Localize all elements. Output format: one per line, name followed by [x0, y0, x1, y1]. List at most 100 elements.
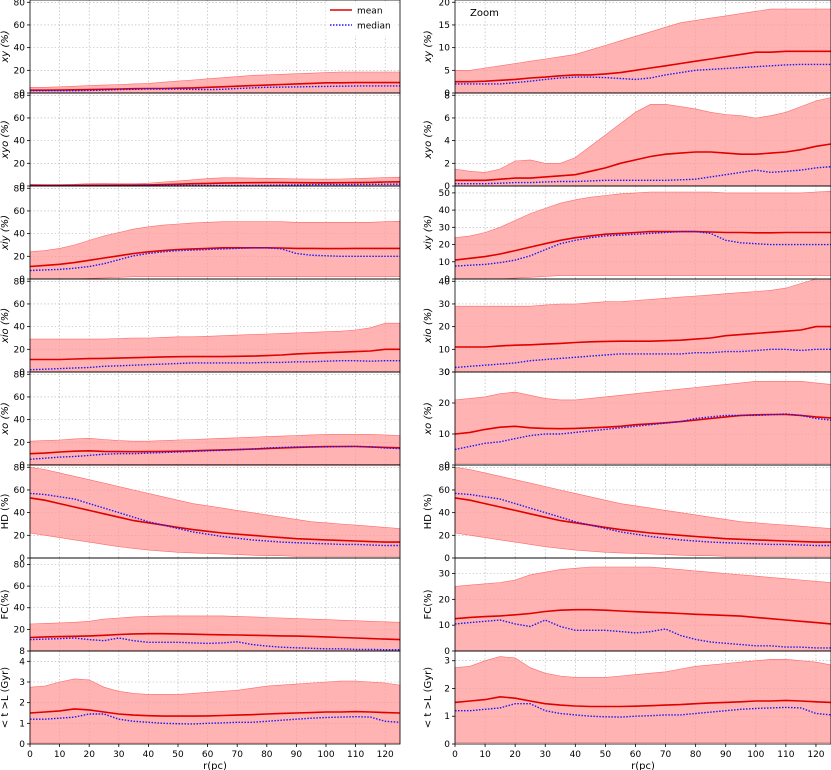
y-tick-label: 20 [439, 595, 451, 605]
x-tick-label: 50 [600, 750, 612, 760]
y-axis-label: xy (%) [0, 30, 11, 63]
percentile-band [454, 466, 831, 557]
y-tick-label: 20 [439, 0, 451, 8]
legend: mean median [326, 2, 398, 36]
y-tick-label: 0 [19, 461, 25, 471]
y-tick-label: 20 [14, 252, 26, 262]
y-tick-label: 0 [444, 461, 450, 471]
y-axis-label: HD (%) [0, 494, 11, 530]
y-axis-label: xo (%) [423, 402, 434, 436]
y-axis-label: xo (%) [0, 402, 11, 436]
y-tick-label: 0 [444, 275, 450, 285]
x-tick-label: 0 [452, 750, 458, 760]
y-tick-label: 8 [19, 647, 25, 657]
y-tick-label: 80 [14, 184, 26, 194]
x-tick-label: 80 [690, 750, 702, 760]
mean-series-line [454, 695, 831, 708]
x-tick-label: 10 [54, 750, 66, 760]
y-tick-label: 40 [439, 206, 451, 216]
y-axis-label: xiy (%) [423, 215, 434, 251]
y-axis-label: xyo (%) [423, 120, 434, 159]
x-tick-label: 20 [83, 750, 95, 760]
x-tick-label: 110 [777, 750, 794, 760]
y-axis-label: < t >L (Gyr) [0, 667, 11, 728]
y-tick-label: 1 [444, 712, 450, 722]
x-tick-label: 0 [27, 750, 33, 760]
y-tick-label: 80 [14, 463, 26, 473]
panel-1-6: 0 10 20 30 FC(%) [423, 557, 831, 657]
median-series-line [30, 713, 401, 725]
median-series-line [454, 492, 831, 547]
percentile-band [454, 278, 831, 373]
y-tick-label: 40 [14, 137, 26, 147]
x-tick-label: 30 [113, 750, 125, 760]
y-tick-label: 4 [19, 657, 25, 667]
y-tick-label: 5 [444, 66, 450, 76]
x-tick-label: 120 [807, 750, 824, 760]
y-tick-label: 0 [444, 368, 450, 378]
panel-1-4: 0 10 20 30 xo (%) [423, 368, 831, 471]
y-tick-label: 0 [19, 89, 25, 99]
y-tick-label: 40 [439, 277, 451, 287]
y-tick-label: 50 [439, 189, 451, 199]
mean-series-line [455, 50, 831, 83]
y-axis-label: < t >L (Gyr) [423, 667, 434, 728]
mean-series-line [455, 325, 831, 348]
y-tick-label: 20 [439, 399, 451, 409]
x-axis-label: r(pc) [631, 761, 655, 770]
mean-series-line [30, 81, 400, 91]
y-tick-label: 20 [439, 531, 451, 541]
x-tick-label: 100 [317, 750, 334, 760]
x-tick-label: 40 [570, 750, 582, 760]
y-axis-label: xio (%) [423, 308, 434, 344]
y-tick-label: 0 [19, 182, 25, 192]
y-tick-label: 40 [14, 509, 26, 519]
y-tick-label: 80 [439, 463, 451, 473]
panel-0-6: 8 20 40 60 80 FC(%) [0, 557, 401, 657]
panel-1-2: 0 10 20 30 40 50 xiy (%) [423, 185, 831, 285]
x-tick-label: 90 [720, 750, 732, 760]
x-tick-label: 60 [202, 750, 214, 760]
y-tick-label: 3 [444, 657, 450, 667]
y-tick-label: 10 [439, 345, 451, 355]
y-tick-label: 1 [19, 719, 25, 729]
y-tick-label: 0 [19, 368, 25, 378]
y-tick-label: 0 [444, 740, 450, 750]
y-tick-label: 0 [19, 275, 25, 285]
mean-series-line [455, 143, 831, 182]
mean-series-line [29, 445, 401, 455]
x-tick-label: 110 [347, 750, 364, 760]
y-tick-label: 80 [14, 277, 26, 287]
panel-0-4: 0 20 40 60 80 xo (%) [0, 370, 401, 471]
percentile-band [454, 97, 831, 187]
legend-label-mean: mean [357, 7, 383, 17]
mean-series-line [454, 608, 831, 625]
median-series-line [454, 230, 831, 267]
median-series-line [455, 703, 831, 718]
percentile-band [454, 381, 831, 464]
median-series-line [454, 413, 831, 451]
y-tick-label: 80 [14, 560, 26, 570]
percentile-band [29, 615, 401, 652]
y-tick-label: 60 [14, 207, 26, 217]
x-tick-label: 50 [172, 750, 184, 760]
y-axis-label: xy (%) [423, 30, 434, 63]
mean-series-line [29, 708, 401, 717]
x-tick-label: 10 [479, 750, 491, 760]
y-tick-label: 60 [439, 486, 451, 496]
median-series-line [29, 637, 400, 651]
median-series-line [454, 619, 831, 649]
y-tick-label: 60 [14, 21, 26, 31]
mean-series-line [29, 497, 400, 543]
y-tick-label: 30 [439, 300, 451, 310]
y-tick-label: 30 [439, 368, 451, 378]
legend-label-median: median [357, 22, 391, 32]
x-tick-label: 40 [143, 750, 155, 760]
legend-box [326, 2, 398, 36]
x-tick-label: 60 [630, 750, 642, 760]
panel-frame [29, 650, 401, 745]
y-tick-label: 0 [19, 740, 25, 750]
percentile-band [454, 190, 831, 280]
y-tick-label: 40 [439, 509, 451, 519]
